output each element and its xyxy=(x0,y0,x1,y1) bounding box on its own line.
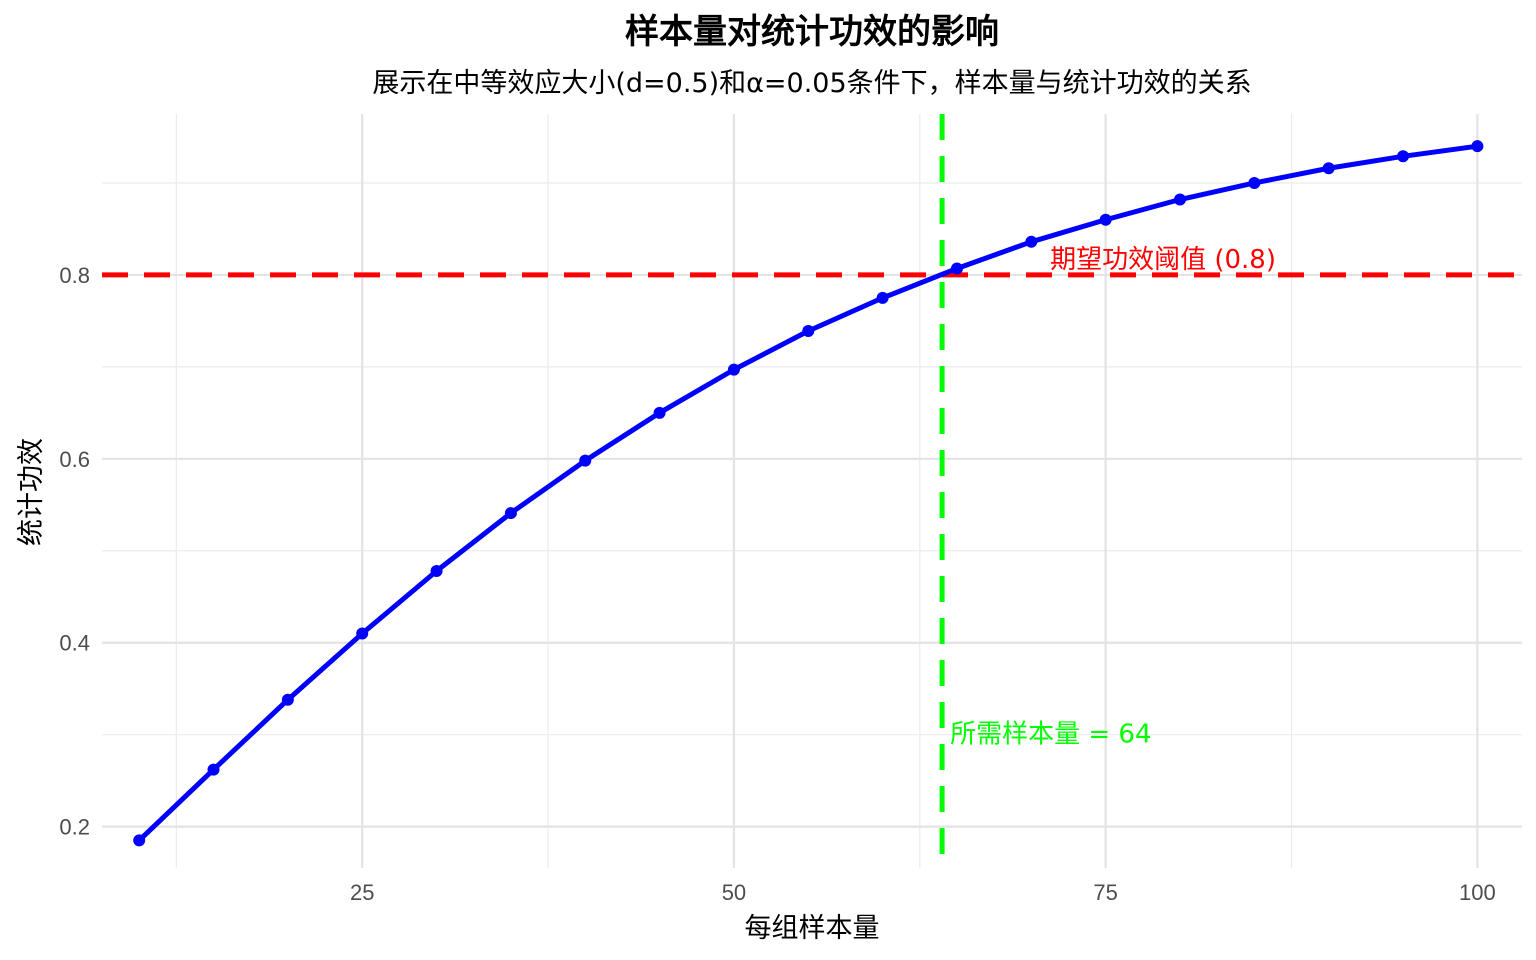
y-tick-label: 0.2 xyxy=(59,815,90,840)
y-tick-labels: 0.2 0.4 0.6 0.8 xyxy=(59,263,90,840)
x-axis-title: 每组样本量 xyxy=(745,913,880,944)
y-tick-label: 0.4 xyxy=(59,631,90,656)
reference-lines xyxy=(102,114,1522,868)
annotations: 期望功效阈值 (0.8) 所需样本量 = 64 xyxy=(950,245,1276,750)
power-point xyxy=(281,693,294,706)
data-series xyxy=(133,140,1484,847)
required-sample-annotation: 所需样本量 = 64 xyxy=(950,720,1151,750)
power-point xyxy=(430,564,443,577)
power-point xyxy=(1322,162,1335,175)
x-tick-label: 25 xyxy=(350,880,374,905)
threshold-annotation: 期望功效阈值 (0.8) xyxy=(1050,245,1276,275)
power-point xyxy=(1471,140,1484,153)
power-point xyxy=(1174,193,1187,206)
power-point xyxy=(802,325,815,338)
x-tick-labels: 25 50 75 100 xyxy=(350,880,1496,905)
chart-title: 样本量对统计功效的影响 xyxy=(625,12,999,52)
power-point xyxy=(356,627,369,640)
chart-subtitle: 展示在中等效应大小(d=0.5)和α=0.05条件下，样本量与统计功效的关系 xyxy=(372,68,1251,99)
grid-lines xyxy=(102,114,1522,868)
power-point xyxy=(950,262,963,275)
power-point xyxy=(1248,176,1261,189)
x-tick-label: 75 xyxy=(1093,880,1117,905)
power-point xyxy=(1397,150,1410,163)
power-point xyxy=(653,406,666,419)
power-point xyxy=(727,363,740,376)
x-tick-label: 50 xyxy=(722,880,746,905)
y-tick-label: 0.8 xyxy=(59,263,90,288)
power-point xyxy=(876,291,889,304)
power-point xyxy=(133,834,146,847)
power-point xyxy=(504,507,517,520)
power-point xyxy=(579,454,592,467)
power-point xyxy=(207,763,220,776)
y-axis-title: 统计功效 xyxy=(16,438,47,546)
x-tick-label: 100 xyxy=(1459,880,1496,905)
power-point xyxy=(1099,213,1112,226)
power-point xyxy=(1025,235,1038,248)
y-tick-label: 0.6 xyxy=(59,447,90,472)
